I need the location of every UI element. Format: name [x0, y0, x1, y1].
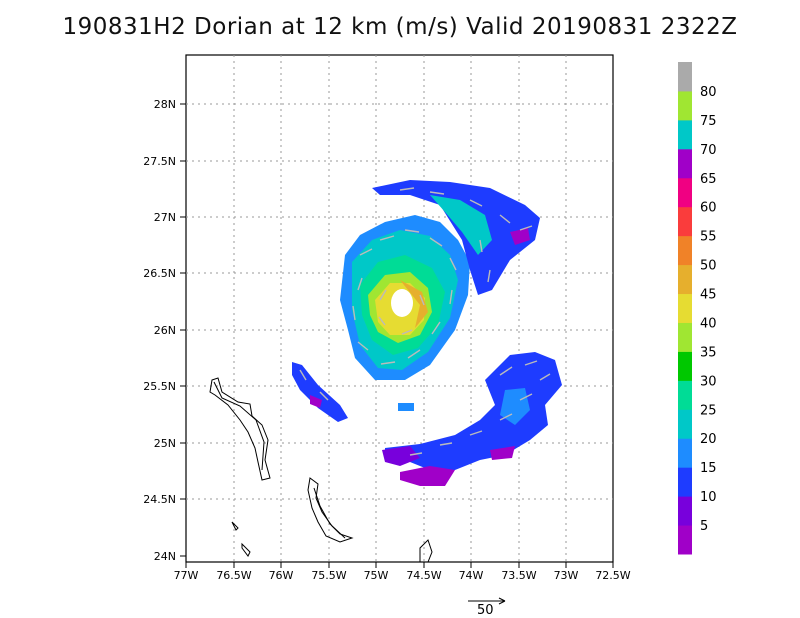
colorbar-swatch [678, 62, 692, 92]
wind-vectors [299, 187, 551, 456]
storm-eye [391, 289, 413, 317]
lat-label: 26.5N [143, 267, 176, 280]
colorbar-label: 65 [700, 172, 717, 187]
map-title: 190831H2 Dorian at 12 km (m/s) Valid 201… [62, 14, 738, 40]
colorbar-label: 70 [700, 143, 717, 158]
colorbar-swatch [678, 119, 692, 150]
wind-band-north-purple [510, 228, 530, 245]
lat-label: 25.5N [143, 380, 176, 393]
colorbar-swatch [678, 235, 692, 266]
colorbar-label: 60 [700, 201, 717, 216]
lon-label: 72.5W [595, 569, 630, 582]
colorbar: 5 10 15 20 25 30 35 40 45 50 55 60 65 70 75 80 [678, 62, 717, 555]
lat-label: 27.5N [143, 155, 176, 168]
lat-label: 24.5N [143, 493, 176, 506]
colorbar-swatch [678, 177, 692, 208]
lon-axis: 77W 76.5W 76W 75.5W 75W 74.5W 74W 73.5W … [174, 562, 631, 582]
colorbar-label: 20 [700, 432, 717, 447]
lat-label: 27N [154, 211, 176, 224]
colorbar-swatch [678, 148, 692, 179]
colorbar-swatch [678, 380, 692, 410]
coastlines [209, 377, 433, 563]
coastline-cat-island [307, 477, 354, 543]
colorbar-label: 75 [700, 114, 717, 129]
scale-vector-label: 50 [477, 603, 494, 618]
wind-field [292, 180, 562, 486]
coastline-conception [231, 521, 239, 531]
colorbar-label: 35 [700, 345, 717, 360]
lon-label: 76W [269, 569, 294, 582]
lon-label: 75.5W [311, 569, 346, 582]
colorbar-label: 45 [700, 288, 717, 303]
colorbar-swatch [678, 351, 692, 381]
wind-band-south-purple-2 [400, 466, 455, 486]
wind-field-orange [400, 280, 428, 328]
colorbar-swatch [678, 467, 692, 497]
lat-label: 25N [154, 437, 176, 450]
wind-fragment [398, 403, 414, 411]
wind-band-southeast [385, 352, 562, 470]
lon-label: 75W [364, 569, 389, 582]
coastline-cat-island-inner [313, 487, 346, 539]
lat-axis: 28N 27.5N 27N 26.5N 26N 25.5N 25N 24.5N … [143, 98, 186, 563]
coastline-rum-cay [241, 542, 251, 557]
lon-label: 74.5W [406, 569, 441, 582]
lat-label: 24N [154, 550, 176, 563]
lon-label: 76.5W [216, 569, 251, 582]
lon-label: 77W [174, 569, 199, 582]
wind-band-south-purple [382, 446, 420, 466]
lon-label: 73W [554, 569, 579, 582]
lat-label: 26N [154, 324, 176, 337]
colorbar-label: 5 [700, 519, 708, 534]
colorbar-label: 25 [700, 403, 717, 418]
colorbar-swatch [678, 409, 692, 439]
colorbar-label: 15 [700, 461, 717, 476]
colorbar-swatch [678, 206, 692, 237]
scale-vector: 50 [468, 597, 506, 618]
wind-band-north-inner [430, 195, 492, 255]
lat-label: 28N [154, 98, 176, 111]
lon-label: 74W [459, 569, 484, 582]
wind-band-north [372, 180, 540, 295]
colorbar-swatch [678, 90, 692, 121]
coastline-san-salvador [419, 539, 433, 563]
colorbar-swatch [678, 525, 692, 555]
colorbar-label: 10 [700, 490, 717, 505]
wind-band-west-purple [310, 395, 322, 408]
colorbar-swatch [678, 264, 692, 295]
coastline-eleuthera [209, 377, 271, 481]
colorbar-label: 50 [700, 259, 717, 274]
colorbar-label: 55 [700, 230, 717, 245]
lon-label: 73.5W [501, 569, 536, 582]
wind-band-east-purple [490, 446, 515, 460]
colorbar-swatch [678, 496, 692, 526]
colorbar-swatch [678, 438, 692, 468]
colorbar-swatch [678, 322, 692, 352]
colorbar-label: 40 [700, 316, 717, 331]
colorbar-swatch [678, 293, 692, 323]
colorbar-label: 30 [700, 374, 717, 389]
coastline-eleuthera-inner [213, 381, 265, 471]
colorbar-label: 80 [700, 85, 717, 100]
